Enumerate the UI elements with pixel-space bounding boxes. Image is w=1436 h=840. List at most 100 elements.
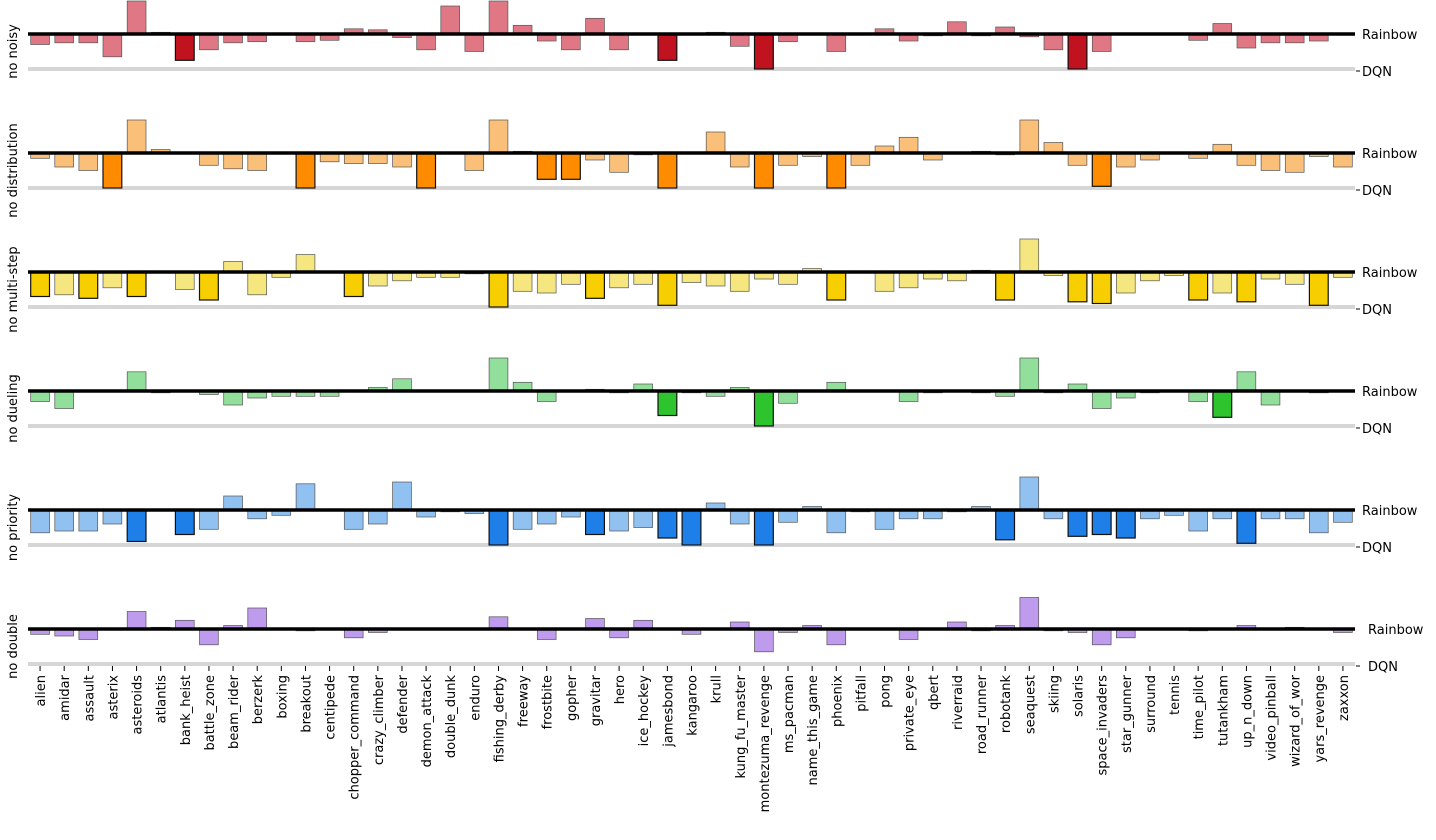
bar-up_n_down	[1236, 33, 1257, 49]
bar-wizard_of_wor	[1284, 271, 1305, 285]
bar-freeway	[512, 509, 533, 530]
bar-space_invaders	[1091, 509, 1112, 536]
bar-frostbite	[536, 271, 557, 294]
bar-private_eye	[898, 271, 919, 289]
bar-battle_zone	[198, 271, 219, 301]
bar-demon_attack	[416, 152, 437, 189]
bar-asteroids	[126, 0, 147, 35]
bar-phoenix	[826, 152, 847, 189]
x-tick-label: riverraid	[951, 675, 966, 730]
x-tick-label: name_this_game	[806, 675, 821, 785]
bar-phoenix	[826, 628, 847, 646]
bar-frostbite	[536, 152, 557, 180]
bar-up_n_down	[1236, 152, 1257, 166]
panels: Rainbow DQN no noisy Rainbow DQN no distribut…	[6, 0, 1424, 679]
panel-label: no priority	[6, 494, 21, 562]
bar-frostbite	[536, 509, 557, 525]
bar-jamesbond	[657, 152, 678, 189]
bar-berzerk	[247, 607, 267, 630]
x-tick-label: pitfall	[854, 675, 869, 712]
x-tick-label: assault	[82, 675, 97, 721]
bar-yars_revenge	[1309, 509, 1329, 534]
x-tick-label: seaquest	[1023, 675, 1038, 734]
x-tick-label: enduro	[468, 675, 483, 721]
bar-jamesbond	[657, 271, 678, 306]
bar-up_n_down	[1236, 509, 1257, 544]
bar-bank_heist	[174, 33, 195, 61]
bar-video_pinball	[1260, 390, 1281, 406]
x-tick-label: road_runner	[975, 674, 990, 754]
bar-krull	[705, 131, 726, 154]
x-tick-label: frostbite	[541, 675, 556, 729]
bar-solaris	[1067, 33, 1088, 70]
x-tick-label: double_dunk	[444, 675, 459, 759]
x-tick-label: freeway	[517, 675, 532, 727]
bar-private_eye	[898, 136, 919, 154]
bar-breakout	[295, 254, 316, 273]
x-tick-label: battle_zone	[203, 675, 218, 751]
bar-star_gunner	[1116, 152, 1136, 168]
bar-ms_pacman	[778, 271, 798, 285]
bar-berzerk	[247, 271, 267, 296]
panel-label: no multi-step	[6, 246, 21, 332]
bar-ice_hockey	[633, 509, 653, 528]
panel-label: no noisy	[6, 24, 21, 79]
x-tick-label: breakout	[299, 675, 314, 733]
x-tick-label: asteroids	[131, 675, 146, 735]
bar-beam_rider	[223, 390, 243, 406]
bar-fishing_derby	[488, 0, 509, 35]
bar-pitfall	[850, 152, 871, 166]
bar-skiing	[1043, 33, 1064, 51]
x-tick-label: fishing_derby	[492, 675, 507, 763]
bar-asterix	[102, 33, 123, 58]
panel-label: no dueling	[6, 374, 21, 443]
x-tick-label: beam_rider	[227, 674, 242, 749]
x-tick-label: krull	[710, 675, 725, 703]
bar-berzerk	[247, 152, 267, 171]
x-tick-label: tennis	[1168, 675, 1183, 715]
bar-beam_rider	[223, 495, 243, 511]
x-tick-label: atlantis	[155, 675, 170, 724]
bar-asterix	[102, 271, 123, 289]
panel-no-distribution: Rainbow DQN no distribution	[6, 119, 1418, 218]
bar-pong	[874, 509, 895, 530]
bar-robotank	[995, 271, 1016, 301]
bar-jamesbond	[657, 509, 678, 539]
bar-zaxxon	[1333, 509, 1353, 523]
bar-tutankham	[1212, 390, 1233, 418]
bar-ms_pacman	[778, 390, 798, 404]
bar-phoenix	[826, 33, 847, 52]
x-tick-label: star_gunner	[1120, 674, 1135, 753]
bar-hero	[609, 271, 629, 289]
bar-kangaroo	[681, 509, 702, 546]
bar-time_pilot	[1188, 509, 1208, 532]
bar-asterix	[102, 152, 123, 189]
x-tick-label: kung_fu_master	[734, 674, 749, 778]
bar-asteroids	[126, 509, 147, 543]
bar-asteroids	[126, 611, 147, 630]
bar-alien	[30, 509, 50, 534]
bar-seaquest	[1019, 597, 1040, 630]
bar-defender	[392, 481, 412, 511]
x-tick-label: solaris	[1072, 675, 1087, 717]
bar-gopher	[561, 271, 581, 285]
x-tick-label: robotank	[999, 675, 1014, 734]
x-tick-label: up_n_down	[1240, 675, 1255, 748]
dqn-label: DQN	[1368, 660, 1398, 675]
bar-bank_heist	[174, 509, 195, 536]
bar-demon_attack	[416, 33, 436, 51]
bar-amidar	[54, 271, 74, 296]
x-tick-label: centipede	[324, 675, 339, 740]
bar-gopher	[560, 152, 581, 180]
dqn-label: DQN	[1362, 422, 1392, 437]
x-tick-label: surround	[1144, 675, 1159, 733]
bar-up_n_down	[1236, 371, 1257, 392]
bar-space_invaders	[1091, 33, 1112, 52]
x-tick-label: boxing	[275, 675, 290, 719]
bar-double_dunk	[440, 5, 460, 35]
bar-krull	[705, 271, 726, 287]
bar-freeway	[512, 271, 533, 292]
rainbow-label: Rainbow	[1362, 266, 1418, 281]
dqn-label: DQN	[1362, 184, 1392, 199]
